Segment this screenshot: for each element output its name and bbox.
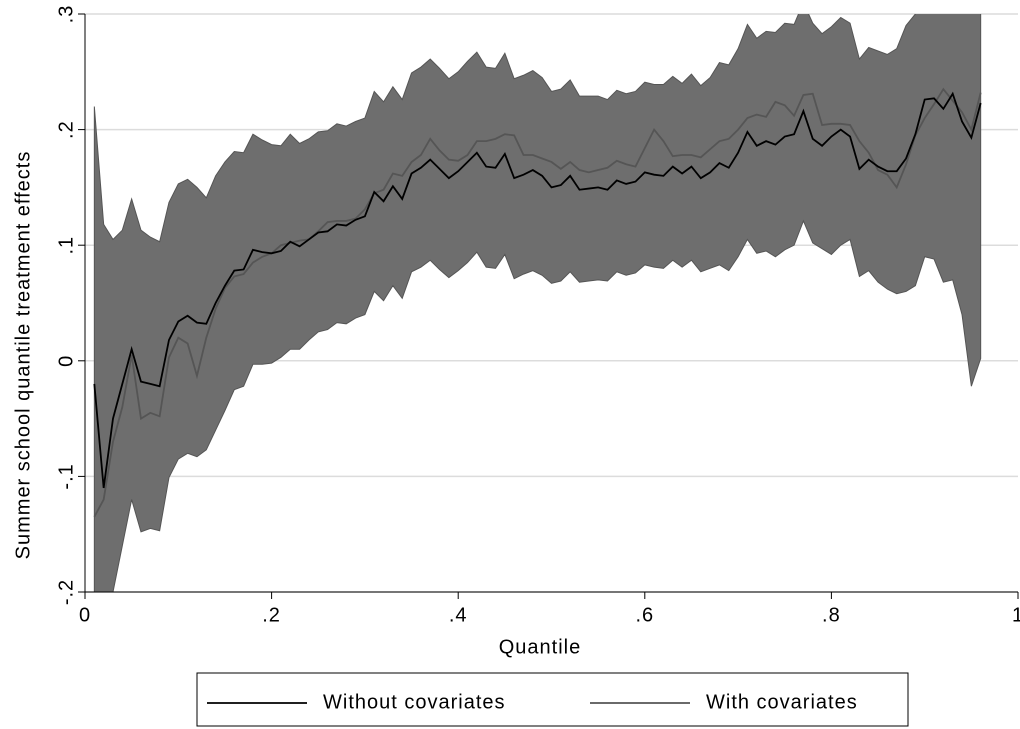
plot-area xyxy=(93,14,982,592)
confidence-band xyxy=(93,14,982,592)
legend-label: Without covariates xyxy=(323,691,506,713)
legend-label: With covariates xyxy=(706,691,858,713)
y-tick-label: 0 xyxy=(55,355,77,367)
x-tick-label: .2 xyxy=(262,604,281,626)
y-tick-label: .1 xyxy=(55,236,77,255)
x-tick-label: .6 xyxy=(635,604,654,626)
legend-box xyxy=(196,672,909,727)
y-tick-label: -.1 xyxy=(55,463,77,489)
y-tick-label: .3 xyxy=(55,5,77,24)
series-line xyxy=(93,87,982,518)
x-tick-label: .8 xyxy=(822,604,841,626)
y-tick-label: -.2 xyxy=(55,579,77,605)
x-tick-label: 1 xyxy=(1012,604,1020,626)
x-axis-label: Quantile xyxy=(499,636,582,658)
x-tick-label: .4 xyxy=(449,604,468,626)
series-line xyxy=(93,91,982,489)
x-tick-label: 0 xyxy=(79,604,91,626)
y-tick-label: .2 xyxy=(55,120,77,139)
y-axis-label: Summer school quantile treatment effects xyxy=(12,151,34,560)
